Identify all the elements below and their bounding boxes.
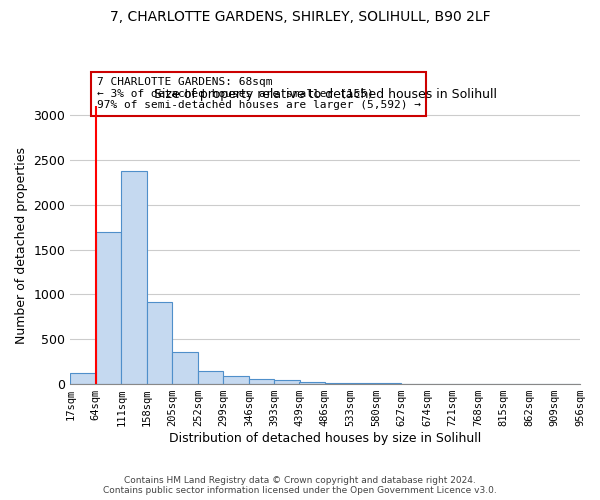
Y-axis label: Number of detached properties: Number of detached properties (15, 146, 28, 344)
Bar (147, 302, 172, 384)
X-axis label: Distribution of detached houses by size in Solihull: Distribution of detached houses by size … (169, 432, 481, 445)
Bar (249, 379, 274, 384)
Text: Contains HM Land Registry data © Crown copyright and database right 2024.
Contai: Contains HM Land Registry data © Crown c… (103, 476, 497, 495)
Text: 7, CHARLOTTE GARDENS, SHIRLEY, SOLIHULL, B90 2LF: 7, CHARLOTTE GARDENS, SHIRLEY, SOLIHULL,… (110, 10, 490, 24)
Text: 7 CHARLOTTE GARDENS: 68sqm
← 3% of detached houses are smaller (155)
97% of semi: 7 CHARLOTTE GARDENS: 68sqm ← 3% of detac… (97, 78, 421, 110)
Bar (172, 352, 198, 384)
Bar (325, 382, 350, 384)
Title: Size of property relative to detached houses in Solihull: Size of property relative to detached ho… (154, 88, 497, 101)
Bar (198, 370, 223, 384)
Bar (121, 170, 147, 384)
Bar (299, 382, 325, 384)
Bar (274, 380, 300, 384)
Bar (70, 374, 96, 384)
Bar (96, 232, 121, 384)
Bar (223, 376, 249, 384)
Bar (350, 383, 376, 384)
